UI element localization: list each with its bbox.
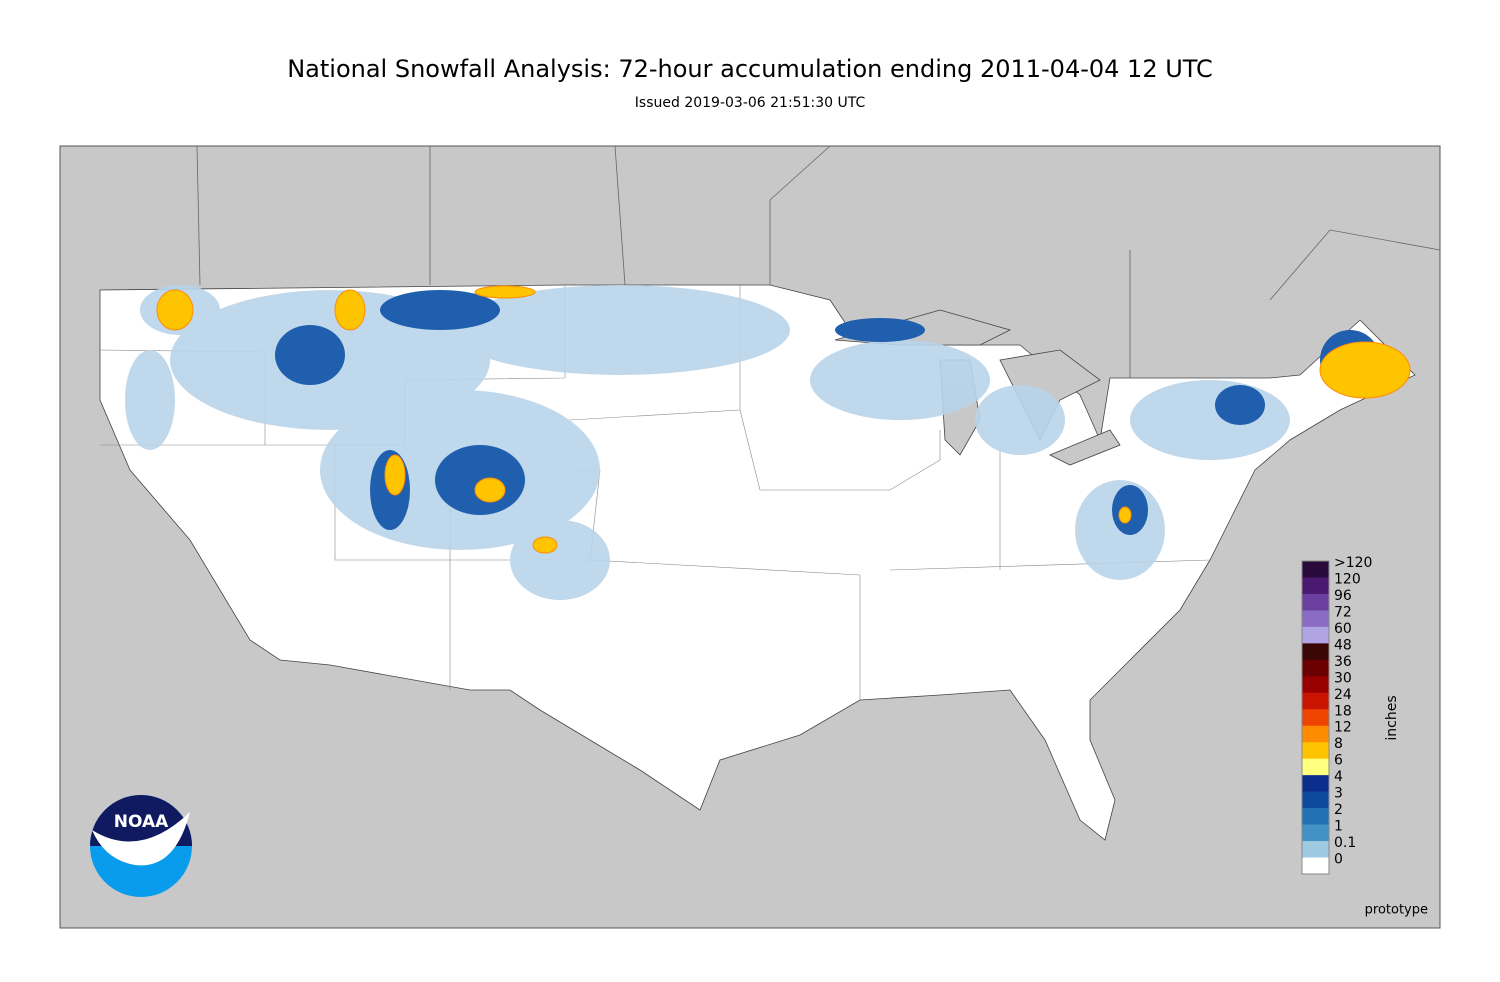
colorbar-label: 60 (1334, 621, 1352, 637)
noaa-logo: NOAA (90, 795, 192, 897)
colorbar-swatch (1302, 561, 1329, 578)
colorbar: inches >1201209672604836302418128643210.… (1301, 555, 1400, 875)
colorbar-label: 48 (1334, 637, 1352, 653)
border-lines (196, 145, 1441, 378)
colorbar-label: 2 (1334, 802, 1343, 818)
colorbar-label: 6 (1334, 753, 1343, 769)
colorbar-swatch (1302, 610, 1329, 628)
colorbar-label: 36 (1334, 654, 1352, 670)
colorbar-swatch (1302, 742, 1329, 759)
colorbar-label: 4 (1334, 769, 1343, 785)
colorbar-label: 12 (1334, 720, 1352, 736)
colorbar-swatch (1302, 593, 1329, 611)
colorbar-swatch (1302, 709, 1329, 727)
title: National Snowfall Analysis: 72-hour accu… (287, 55, 1213, 83)
colorbar-label: 18 (1334, 703, 1352, 719)
colorbar-label: 3 (1334, 786, 1343, 802)
colorbar-label: 1 (1334, 819, 1343, 835)
colorbar-swatch (1302, 824, 1329, 842)
subtitle: Issued 2019-03-06 21:51:30 UTC (635, 95, 866, 111)
colorbar-swatch (1302, 676, 1329, 694)
colorbar-swatch (1302, 791, 1329, 809)
colorbar-unit: inches (1384, 695, 1400, 740)
colorbar-label: 120 (1334, 571, 1361, 587)
colorbar-swatch (1302, 725, 1329, 743)
colorbar-swatch (1302, 808, 1329, 825)
colorbar-swatch (1302, 775, 1329, 792)
colorbar-label: 72 (1334, 604, 1352, 620)
colorbar-swatch (1302, 857, 1329, 875)
prototype-note: prototype (1365, 903, 1428, 918)
colorbar-label: 96 (1334, 588, 1352, 604)
colorbar-label: 24 (1334, 687, 1352, 703)
colorbar-label: 30 (1334, 670, 1352, 686)
colorbar-label: 0 (1334, 852, 1343, 868)
map: NOAA prototype (59, 145, 1441, 929)
colorbar-outline (1301, 560, 1330, 875)
colorbar-label: 0.1 (1334, 835, 1356, 851)
logo-text: NOAA (114, 812, 169, 832)
snow-deep (156, 285, 1411, 554)
colorbar-swatch (1302, 692, 1329, 710)
colorbar-swatch (1302, 643, 1329, 661)
colorbar-swatch (1302, 758, 1329, 776)
colorbar-swatch (1302, 659, 1329, 677)
colorbar-swatch (1302, 577, 1329, 595)
colorbar-label: 8 (1334, 736, 1343, 752)
colorbar-label: >120 (1334, 555, 1372, 571)
colorbar-swatch (1302, 626, 1329, 644)
colorbar-swatch (1302, 841, 1329, 858)
